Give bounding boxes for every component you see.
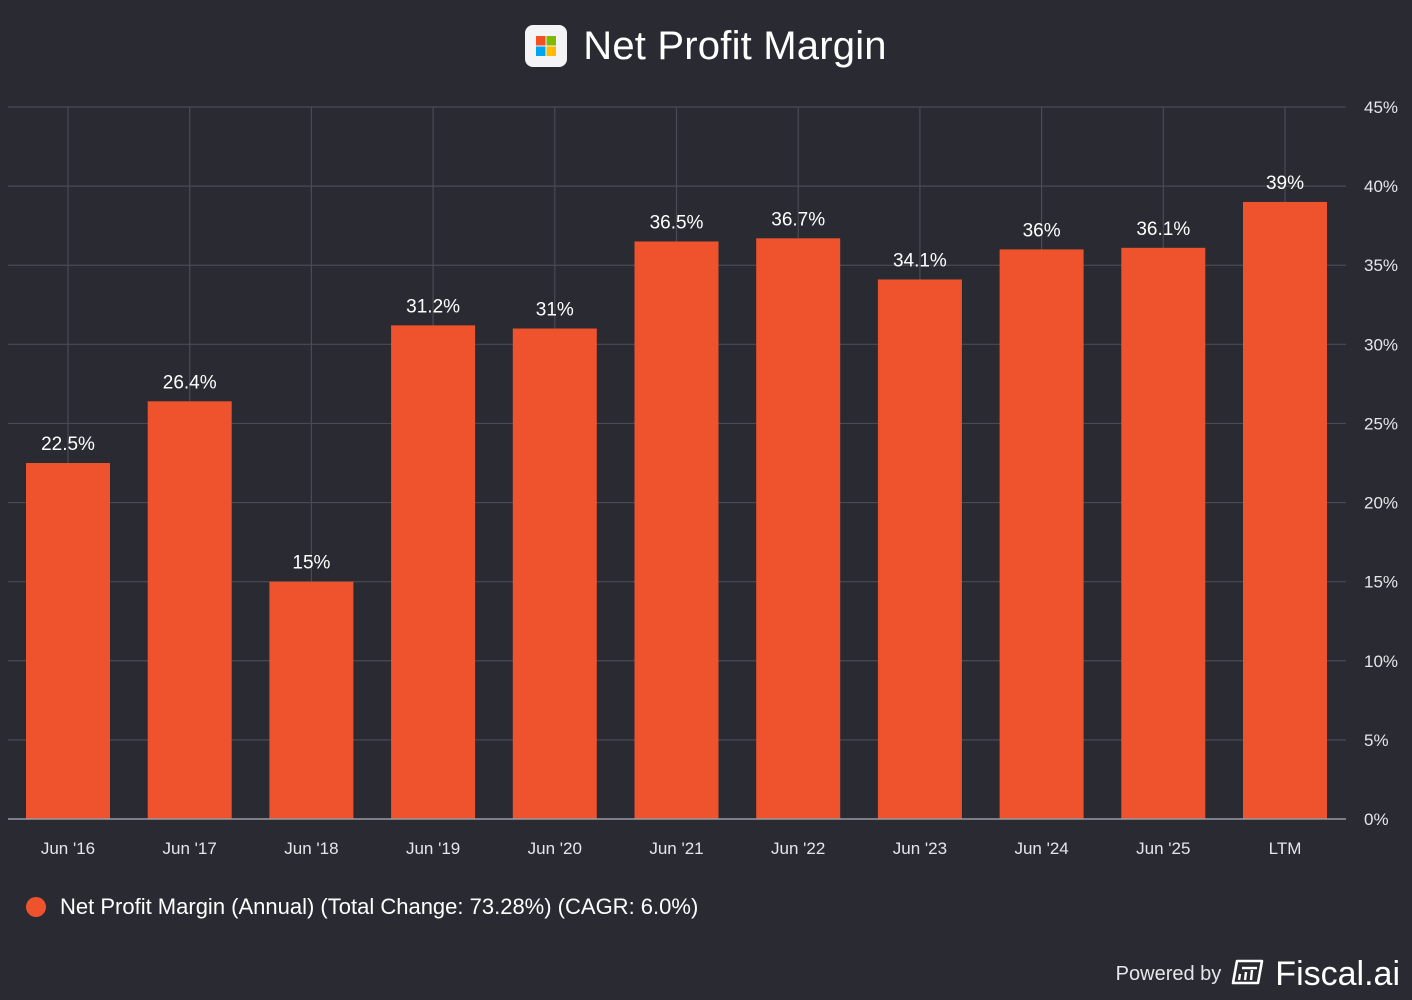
bar — [26, 463, 110, 819]
bar — [1243, 201, 1327, 819]
fiscal-ai-icon — [1231, 958, 1265, 991]
x-tick-label: Jun '20 — [528, 839, 582, 858]
data-label: 36.7% — [771, 209, 825, 230]
x-tick-label: Jun '24 — [1014, 839, 1068, 858]
bar-chart: 0% 5% 10% 15% 20% 25% 30% 35% 40% 45% 22.5% Jun '16… — [8, 98, 1398, 858]
y-tick-label: 15% — [1364, 573, 1398, 592]
x-tick-label: Jun '23 — [893, 839, 947, 858]
data-label: 26.4% — [163, 372, 217, 393]
y-tick-label: 0% — [1364, 810, 1389, 829]
x-tick-label: LTM — [1269, 839, 1302, 858]
bar — [877, 279, 962, 819]
bar — [512, 328, 597, 819]
x-tick-label: Jun '22 — [771, 839, 825, 858]
x-tick-label: Jun '19 — [406, 839, 460, 858]
x-tick-label: Jun '25 — [1136, 839, 1190, 858]
fiscal-ai-brand: Fiscal.ai — [1275, 954, 1400, 993]
y-tick-label: 10% — [1364, 652, 1398, 671]
data-label: 36.1% — [1136, 219, 1190, 240]
y-tick-label: 40% — [1364, 177, 1398, 196]
bar — [999, 249, 1084, 819]
powered-by-text: Powered by — [1115, 962, 1222, 985]
x-tick-label: Jun '16 — [41, 839, 95, 858]
legend-marker — [26, 897, 46, 917]
x-tick-label: Jun '18 — [284, 839, 338, 858]
microsoft-logo-icon — [525, 25, 568, 67]
bar — [1121, 247, 1206, 820]
y-tick-label: 45% — [1364, 98, 1398, 117]
bar — [269, 581, 354, 819]
data-label: 22.5% — [41, 434, 95, 455]
y-tick-label: 20% — [1364, 494, 1398, 513]
legend-label: Net Profit Margin (Annual) (Total Change… — [60, 894, 699, 919]
bar — [391, 325, 476, 819]
bar — [756, 238, 841, 819]
data-label: 31% — [536, 300, 574, 321]
y-tick-label: 35% — [1364, 256, 1398, 275]
data-label: 36.5% — [650, 212, 704, 233]
legend[interactable]: Net Profit Margin (Annual) (Total Change… — [26, 892, 698, 922]
x-tick-label: Jun '17 — [163, 839, 217, 858]
y-tick-label: 25% — [1364, 414, 1398, 433]
y-tick-label: 5% — [1364, 731, 1389, 750]
chart-header: Net Profit Margin — [0, 18, 1412, 74]
data-label: 39% — [1266, 173, 1304, 194]
data-label: 15% — [292, 553, 330, 574]
data-label: 36% — [1023, 220, 1061, 241]
data-label: 31.2% — [406, 296, 460, 317]
data-label: 34.1% — [893, 250, 947, 271]
chart-title: Net Profit Margin — [583, 23, 887, 68]
x-tick-label: Jun '21 — [649, 839, 703, 858]
bar — [634, 241, 719, 819]
footer-branding[interactable]: Powered by Fiscal.ai — [1116, 952, 1400, 996]
y-tick-label: 30% — [1364, 335, 1398, 354]
bar — [147, 401, 232, 819]
